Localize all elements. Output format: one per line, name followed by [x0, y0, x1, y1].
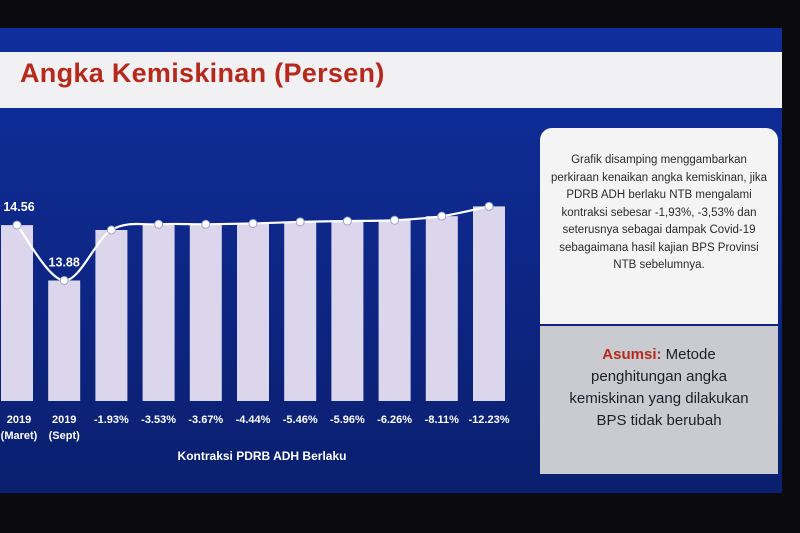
line-point-3 — [154, 219, 164, 229]
tick-label-1: 2019 — [52, 414, 76, 426]
line-point-9 — [437, 211, 447, 221]
assumption-label: Asumsi: — [602, 346, 662, 363]
data-label-1: 13.88 — [49, 255, 80, 269]
tick-label-5: -4.44% — [236, 414, 271, 426]
bar-7 — [331, 221, 364, 401]
tick-label-2: -1.93% — [94, 414, 129, 426]
bar-2 — [95, 230, 128, 401]
bar-5 — [237, 223, 269, 401]
tick-label-0-line2: (Maret) — [1, 430, 38, 442]
assumption-body: Metode penghitungan angka kemiskinan yan… — [569, 346, 749, 429]
tick-label-3: -3.53% — [141, 414, 176, 426]
bar-8 — [378, 220, 411, 401]
chart-title: Angka Kemiskinan (Persen) — [20, 58, 385, 88]
tick-label-4: -3.67% — [188, 414, 223, 426]
tick-label-1-line2: (Sept) — [49, 430, 81, 442]
tick-label-6: -5.46% — [283, 414, 318, 426]
data-label-0: 14.56 — [3, 200, 34, 214]
line-point-10 — [484, 201, 494, 211]
tick-label-7: -5.96% — [330, 414, 365, 426]
bar-3 — [142, 224, 175, 401]
assumption-box — [540, 326, 778, 474]
x-axis-label: Kontraksi PDRB ADH Berlaku — [178, 449, 347, 463]
line-point-5 — [248, 218, 258, 228]
line-point-8 — [390, 215, 400, 225]
description-box — [540, 128, 778, 324]
description-text: Grafik disamping menggambarkan perkiraan… — [550, 154, 768, 271]
line-point-2 — [106, 225, 116, 235]
assumption-text: Asumsi: Metode penghitungan angka kemisk… — [556, 344, 762, 432]
title-band — [0, 52, 782, 108]
bar-4 — [189, 224, 222, 401]
bar-9 — [425, 216, 458, 401]
bar-0 — [1, 225, 33, 401]
tick-label-8: -6.26% — [377, 414, 412, 426]
slide: Angka Kemiskinan (Persen) 14.56 13.88 2019… — [0, 28, 782, 493]
bar-10 — [473, 206, 505, 401]
tick-label-0: 2019 — [7, 414, 31, 426]
line-point-7 — [342, 216, 352, 226]
tick-label-10: -12.23% — [469, 414, 510, 426]
line-point-1 — [59, 275, 69, 285]
line-point-0 — [12, 220, 22, 230]
tick-label-9: -8.11% — [425, 414, 459, 426]
chart: 14.56 13.88 2019 (Maret) 2019 (Sept) -1.93% -3.… — [1, 200, 510, 463]
line-point-4 — [201, 219, 211, 229]
bar-6 — [284, 221, 317, 401]
bar-1 — [48, 280, 81, 401]
line-point-6 — [295, 217, 305, 227]
